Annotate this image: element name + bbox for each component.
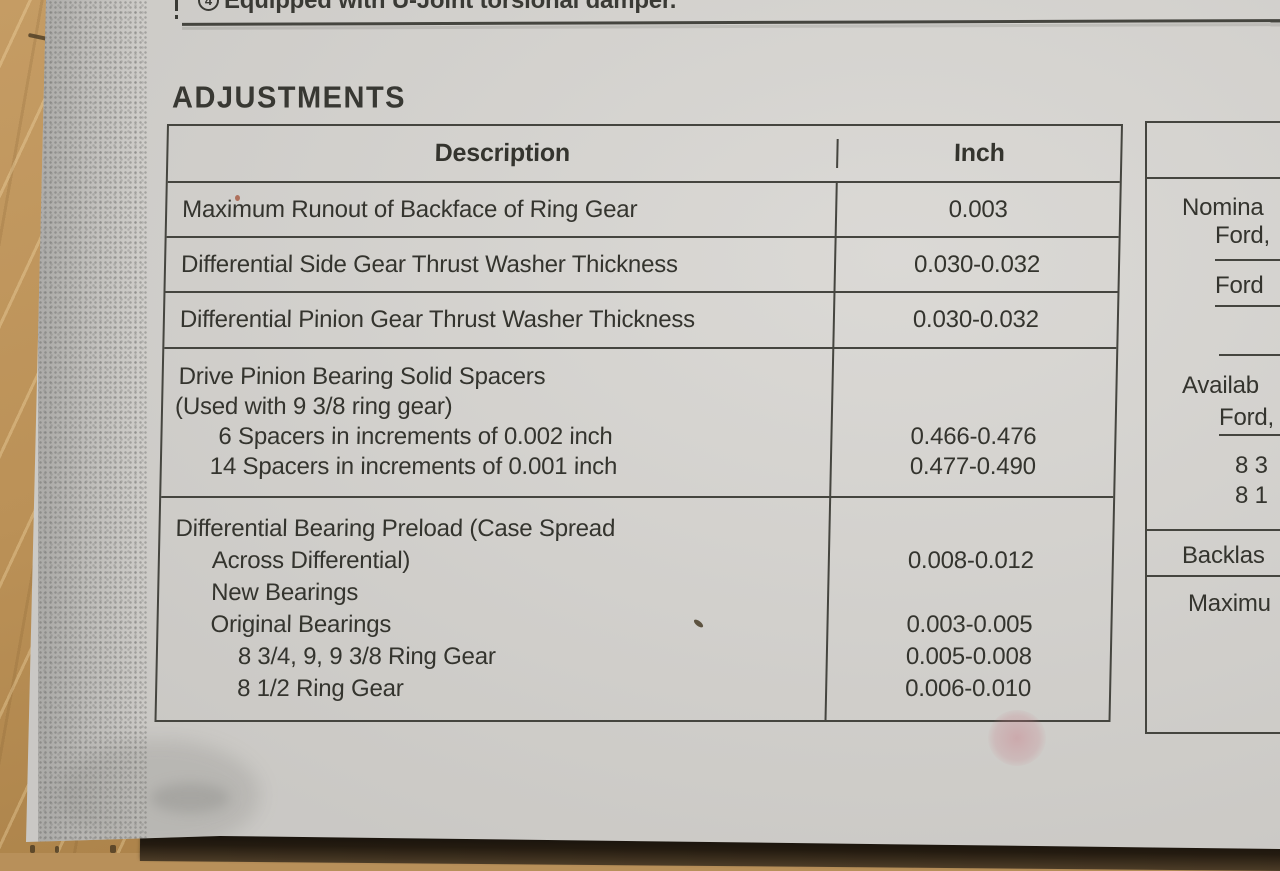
toner-smudge [60,740,260,849]
fragment-label: Ford, [1219,404,1275,431]
top-cutoff-note: Equipped with U-Joint torsional damper. [224,0,677,14]
adjacent-table-fragment: Nomina Ford, Ford Availab Ford, 8 3 8 1 … [1145,121,1280,734]
fragment-label: 8 3 [1235,452,1268,479]
inch-line: 0.477-0.490 [909,453,1037,480]
row-inch-value: 0.008-0.012 0.003-0.005 0.005-0.008 0.00… [827,498,1114,720]
desc-line: 14 Spacers in increments of 0.001 inch [209,453,618,480]
inch-line: 0.466-0.476 [910,423,1037,450]
table-row: Drive Pinion Bearing Solid Spacers (Used… [161,347,1117,496]
fragment-label: Availab [1182,372,1259,399]
table-row: Differential Bearing Preload (Case Sprea… [156,496,1114,720]
wood-scratch [30,845,35,853]
inch-line: 0.005-0.008 [905,643,1033,670]
inch-line [833,392,1116,422]
cut-table-border-dot [175,15,178,19]
fragment-label: Maximu [1188,590,1271,617]
adjustments-table: Description Inch Maximum Runout of Backf… [154,124,1123,722]
row-inch-value: 0.003 [948,195,1009,223]
inch-line [833,362,1116,392]
row-inch-value: 0.030-0.032 [912,306,1040,333]
rule [1147,575,1280,577]
wood-scratch [55,846,59,853]
pink-stain [988,710,1046,766]
rule [1215,305,1280,307]
wood-scratch [110,845,116,853]
column-header-description: Description [168,139,839,168]
rule [1147,529,1280,531]
document-page: 4 Equipped with U-Joint torsional damper… [26,0,1280,849]
rule [1215,259,1280,261]
desc-line: Across Differential) [211,547,411,574]
table-row: Maximum Runout of Backface of Ring Gear … [166,181,1120,236]
fragment-label: Ford [1215,272,1264,299]
desc-line: Drive Pinion Bearing Solid Spacers [178,363,546,390]
inch-line [829,577,1112,609]
desc-line: (Used with 9 3/8 ring gear) [174,393,453,420]
desc-line: New Bearings [210,579,359,606]
inch-line [830,513,1113,545]
fragment-label: Nomina [1182,194,1264,221]
row-inch-value: 0.466-0.476 0.477-0.490 [831,349,1116,496]
row-description: Differential Side Gear Thrust Washer Thi… [165,238,837,291]
inch-line: 0.006-0.010 [904,675,1032,702]
fragment-label: Backlas [1182,542,1265,569]
table-header-row: Description Inch [168,126,1121,181]
column-header-inch: Inch [953,139,1005,167]
table-row: Differential Side Gear Thrust Washer Thi… [165,236,1119,291]
rule [1219,354,1280,356]
fragment-label: 8 1 [1235,482,1268,509]
rule [1219,434,1280,436]
row-description: Maximum Runout of Backface of Ring Gear [166,183,838,236]
row-inch-value: 0.030-0.032 [913,250,1041,278]
row-description: Drive Pinion Bearing Solid Spacers (Used… [161,349,835,496]
section-heading: ADJUSTMENTS [172,81,407,115]
gray-smudge [150,783,230,813]
footnote-circle-marker: 4 [198,0,219,11]
desc-line: Differential Bearing Preload (Case Sprea… [175,515,616,542]
section-divider-rule [181,19,1280,26]
desc-line: 8 3/4, 9, 9 3/8 Ring Gear [237,643,496,670]
inch-line: 0.008-0.012 [907,547,1035,574]
desc-line: Original Bearings [210,611,392,638]
rule [1147,177,1280,179]
row-description: Differential Bearing Preload (Case Sprea… [156,498,832,720]
fragment-label: Ford, [1215,222,1271,249]
row-description: Differential Pinion Gear Thrust Washer T… [164,293,836,347]
red-speck [235,195,240,201]
inch-line: 0.003-0.005 [906,611,1033,638]
table-row: Differential Pinion Gear Thrust Washer T… [164,291,1118,347]
desc-line: 8 1/2 Ring Gear [236,675,404,702]
photocopy-edge-speckle [38,0,148,849]
desc-line: 6 Spacers in increments of 0.002 inch [218,423,613,450]
cut-table-border-stub [175,0,178,11]
